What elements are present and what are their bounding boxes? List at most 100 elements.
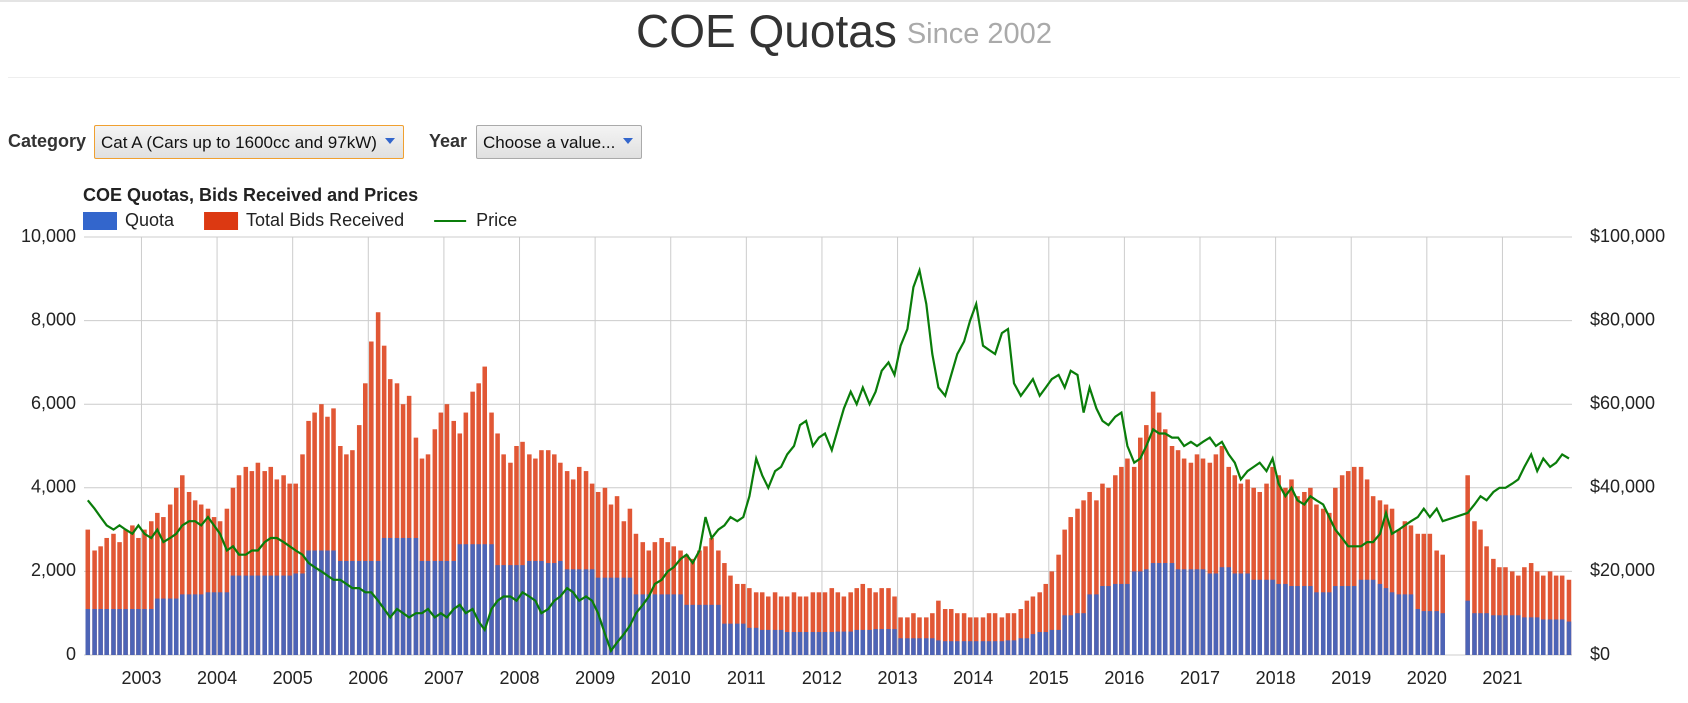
bar (356, 425, 362, 655)
bar (369, 560, 374, 655)
x-tick-label: 2011 (727, 668, 766, 688)
bar (533, 560, 538, 655)
bar (728, 575, 733, 655)
bar (936, 600, 941, 655)
bar (558, 462, 563, 655)
bar (1547, 571, 1553, 655)
bar (249, 575, 255, 655)
bar (1024, 600, 1030, 655)
bar (829, 588, 835, 655)
bar (281, 475, 286, 655)
bar (709, 604, 714, 655)
bar (1333, 586, 1338, 655)
x-tick-label: 2006 (348, 668, 388, 688)
bar (1402, 521, 1408, 655)
bar (1408, 594, 1414, 655)
bar (570, 569, 576, 655)
bar (1131, 571, 1137, 655)
bar (917, 617, 922, 655)
bar (766, 596, 771, 655)
bar (911, 613, 916, 655)
bar (1100, 586, 1105, 655)
bar (1339, 475, 1345, 655)
bar (967, 617, 973, 655)
bar (917, 638, 922, 655)
bar (735, 623, 740, 655)
bar (703, 546, 708, 655)
bar (1295, 496, 1300, 655)
bar (986, 613, 992, 655)
bar (243, 466, 249, 655)
page-subtitle: Since 2002 (906, 18, 1052, 50)
x-tick-label: 2018 (1256, 668, 1296, 688)
x-tick-label: 2007 (424, 668, 464, 688)
bar (1484, 546, 1489, 655)
x-tick-label: 2012 (802, 668, 842, 688)
bar (1351, 466, 1357, 655)
bar (930, 638, 935, 655)
y-tick-label: 0 (66, 644, 76, 664)
bar (1030, 634, 1036, 655)
bar (614, 496, 620, 655)
y2-tick-label: $60,000 (1590, 393, 1655, 413)
bar (319, 404, 324, 655)
bar (312, 412, 317, 655)
bar (1314, 592, 1319, 655)
top-border (0, 0, 1688, 2)
bar (501, 565, 506, 655)
bar (841, 596, 847, 655)
bar (646, 594, 652, 655)
bar (791, 592, 797, 655)
bar (1327, 512, 1332, 655)
year-label: Year (429, 131, 468, 151)
category-label: Category (8, 131, 87, 151)
bar (545, 450, 551, 655)
bar (444, 560, 450, 655)
bar (948, 609, 954, 655)
bar (652, 594, 658, 655)
bar (476, 383, 481, 655)
bar (690, 604, 695, 655)
bar (149, 521, 154, 655)
bar (778, 629, 784, 655)
bar (1194, 454, 1200, 655)
y2-tick-label: $40,000 (1590, 477, 1655, 497)
bar (344, 454, 349, 655)
bar (1238, 573, 1244, 655)
bar (1389, 508, 1395, 655)
bar (1345, 471, 1351, 655)
bar (413, 537, 419, 655)
bar (1484, 613, 1489, 655)
bar (835, 631, 841, 655)
bar (331, 550, 336, 655)
bar (1421, 611, 1427, 655)
bar (942, 641, 948, 655)
bar (1283, 583, 1288, 655)
bar (892, 629, 897, 655)
bar (1207, 573, 1213, 655)
bar (766, 629, 771, 655)
bar (614, 577, 620, 655)
bar (489, 544, 494, 655)
bar (1150, 391, 1156, 655)
bar (1270, 466, 1275, 655)
category-select[interactable]: Cat A (Cars up to 1600cc and 97kW) (94, 125, 404, 159)
bar (552, 454, 557, 655)
bar (92, 609, 97, 655)
bar (1264, 579, 1269, 655)
bar (274, 575, 280, 655)
bar (236, 475, 242, 655)
year-select[interactable]: Choose a value... (476, 125, 643, 159)
bar (419, 458, 425, 655)
bar (955, 641, 960, 655)
bar (961, 613, 967, 655)
bar (659, 594, 664, 655)
bar (924, 617, 929, 655)
legend-swatch (83, 212, 117, 230)
bar (167, 598, 173, 655)
bar (281, 575, 286, 655)
bar (1491, 558, 1496, 655)
bar (130, 609, 135, 655)
bar (1068, 517, 1073, 655)
